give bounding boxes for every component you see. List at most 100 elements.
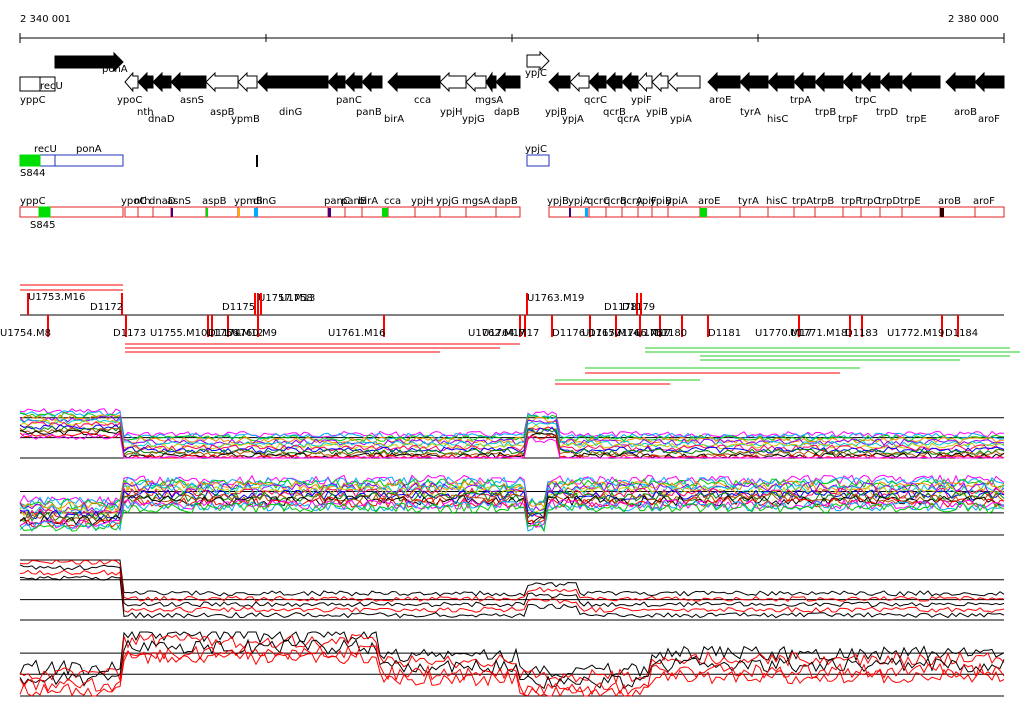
probe-U1753.M16[interactable]: U1753.M16 — [27, 292, 85, 315]
gene-ypjB[interactable]: ypjB — [545, 71, 571, 118]
box-hisC[interactable]: hisC — [766, 196, 795, 218]
gene-ypoC[interactable]: ypoC — [117, 71, 142, 106]
probe-label: U1764.M17 — [482, 328, 539, 339]
box-ypiA[interactable]: ypiA — [666, 196, 701, 218]
gene-mgsA[interactable]: mgsA — [475, 71, 503, 106]
probe-U1756.M12[interactable]: U1756.M12 — [206, 315, 263, 339]
probe-label: U1763.M19 — [527, 293, 584, 304]
probe-D1181[interactable]: D1181 — [707, 315, 741, 339]
probe-D1178[interactable]: D1178 — [604, 293, 638, 315]
gene-qcrB[interactable]: qcrB — [603, 71, 626, 118]
gene-aroE[interactable]: aroE — [707, 71, 741, 106]
probe-D1183[interactable]: D1183 — [845, 315, 878, 339]
gene-panB[interactable]: panB — [344, 71, 382, 118]
probe-U1764.M17[interactable]: U1764.M17 — [482, 315, 539, 339]
gene-qcrA[interactable]: qcrA — [617, 71, 640, 125]
gene-ypjG[interactable]: ypjG — [462, 71, 487, 125]
gene-recU[interactable]: recU — [39, 76, 63, 92]
gene-label: ypiA — [670, 114, 692, 125]
gene-aspB[interactable]: aspB — [205, 71, 239, 118]
gene-aroF[interactable]: aroF — [974, 71, 1005, 125]
box-trpD[interactable]: trpD — [878, 196, 903, 218]
probe-U1765.M14[interactable]: U1765.M14 — [582, 315, 639, 339]
box-label: qcrB — [604, 196, 627, 207]
gene-ypmB[interactable]: ypmB — [231, 71, 260, 125]
box-dinG[interactable]: dinG — [253, 196, 329, 218]
probe-U1757.M13[interactable]: U1757.M13 — [257, 293, 315, 315]
gene-trpA[interactable]: trpA — [790, 71, 816, 106]
box-label: panC — [324, 196, 350, 207]
box-aroF[interactable]: aroF — [973, 196, 1005, 218]
probe-D1180[interactable]: D1180 — [654, 315, 687, 339]
box-trpE[interactable]: trpE — [900, 196, 941, 218]
probe-D1172[interactable]: D1172 — [90, 293, 123, 315]
probe-D1177[interactable]: D1177 — [588, 315, 621, 339]
gene-dnaD[interactable]: dnaD — [148, 71, 175, 125]
probe-U1755.M10[interactable]: U1755.M10 — [150, 315, 209, 339]
gene-hisC[interactable]: hisC — [767, 71, 795, 125]
probe-D1174[interactable]: D1174 — [208, 315, 241, 339]
gene-label: ypjA — [562, 114, 584, 125]
probe-label: U1754.M8 — [0, 328, 51, 339]
gene-yppC[interactable]: yppC — [19, 76, 46, 106]
expression-panel-3 — [19, 559, 1005, 621]
box-label: trpD — [878, 196, 900, 207]
gene-ypiF[interactable]: ypiF — [631, 71, 653, 106]
gene-tyrA[interactable]: tyrA — [739, 71, 769, 118]
probe-U1763.M19[interactable]: U1763.M19 — [526, 293, 584, 315]
probe-U1758[interactable]: U1758 — [260, 293, 313, 315]
box-label: ypoC — [121, 196, 146, 207]
gene-label: asnS — [180, 95, 204, 106]
box-trpB[interactable]: trpB — [813, 196, 844, 218]
box-dapB[interactable]: dapB — [492, 196, 521, 218]
box-tyrA[interactable]: tyrA — [738, 196, 769, 218]
box-label: dnaD — [149, 196, 176, 207]
gene-nth[interactable]: nth — [137, 71, 154, 118]
gene-trpC[interactable]: trpC — [855, 71, 881, 106]
box-mgsA[interactable]: mgsA — [462, 196, 497, 218]
gene-ypjA[interactable]: ypjA — [562, 71, 590, 125]
probe-U1772.M19[interactable]: U1772.M19 — [887, 315, 944, 339]
gene-birA[interactable]: birA — [361, 71, 404, 125]
probe-D1176[interactable]: D1176 — [551, 315, 585, 339]
box-trpA[interactable]: trpA — [792, 196, 816, 218]
gene-ponA[interactable]: ponA — [54, 51, 128, 75]
gene-panC[interactable]: panC — [327, 71, 362, 106]
gene-aroB[interactable]: aroB — [945, 71, 977, 118]
probe-label: D1181 — [708, 328, 741, 339]
gene-trpF[interactable]: trpF — [838, 71, 862, 125]
gene-ypjC[interactable]: ypjC — [525, 50, 550, 79]
gene-asnS[interactable]: asnS — [170, 71, 207, 106]
probe-D1179[interactable]: D1179 — [622, 293, 655, 315]
gene-cca[interactable]: cca — [387, 71, 441, 106]
gene-label: aroB — [954, 107, 977, 118]
probe-label: D1174 — [208, 328, 241, 339]
probe-U1767[interactable]: U1767 — [636, 315, 669, 339]
box-ypjB[interactable]: ypjB — [547, 196, 571, 218]
gene-trpE[interactable]: trpE — [901, 71, 941, 125]
probe-U1761.M16[interactable]: U1761.M16 — [328, 315, 385, 339]
probe-D1184[interactable]: D1184 — [945, 315, 978, 339]
gene-trpB[interactable]: trpB — [814, 71, 844, 118]
probe-U1771.M18[interactable]: U1771.M18 — [790, 315, 851, 339]
probe-U1762.M17[interactable]: U1762.M17 — [468, 315, 525, 339]
probe-D1175[interactable]: D1175 — [222, 293, 256, 315]
gene-ypjH[interactable]: ypjH — [439, 71, 467, 118]
gene-dinG[interactable]: dinG — [257, 71, 329, 118]
gene-ypiB[interactable]: ypiB — [646, 71, 669, 118]
gene-qcrC[interactable]: qcrC — [584, 71, 607, 106]
box-ponA[interactable]: ponA — [54, 144, 124, 167]
box-S844[interactable]: S844 — [19, 154, 45, 179]
box-S845[interactable]: S845 — [30, 206, 55, 231]
probe-D1173[interactable]: D1173 — [113, 315, 146, 339]
probe-U1754.M8[interactable]: U1754.M8 — [0, 315, 51, 339]
probe-U1770.M17[interactable]: U1770.M17 — [755, 315, 812, 339]
probe-U1760.M9[interactable]: U1760.M9 — [226, 315, 277, 339]
gene-ypiA[interactable]: ypiA — [667, 71, 701, 125]
probe-U1766.M17[interactable]: U1766.M17 — [614, 315, 671, 339]
gene-trpD[interactable]: trpD — [876, 71, 903, 118]
box-ypjC[interactable]: ypjC — [525, 144, 550, 167]
gene-dapB[interactable]: dapB — [494, 71, 521, 118]
box-yppC[interactable]: yppC — [19, 196, 124, 218]
